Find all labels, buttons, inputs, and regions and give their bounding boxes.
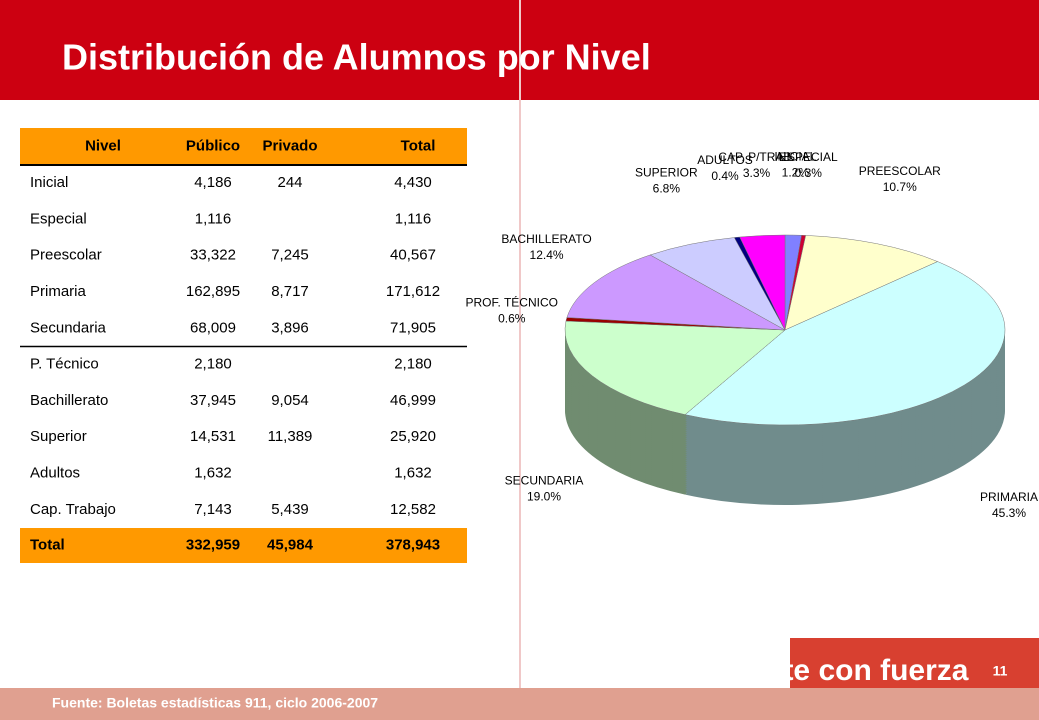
table-cell: 5,439 <box>271 501 309 518</box>
table-cell: Preescolar <box>30 247 102 264</box>
table-cell: 4,430 <box>394 174 432 191</box>
table-cell: 7,245 <box>271 247 309 264</box>
table-cell: 37,945 <box>190 392 236 409</box>
pie-label: ADULTOS <box>697 153 753 167</box>
column-header: Nivel <box>85 137 121 154</box>
table-cell: Secundaria <box>30 319 107 336</box>
pie-value-label: 19.0% <box>527 490 561 504</box>
pie-slice <box>566 254 786 331</box>
table-cell: 244 <box>277 174 302 191</box>
table-cell: 2,180 <box>194 356 232 373</box>
table-cell: 162,895 <box>186 283 240 300</box>
table-cell: 1,632 <box>194 465 232 482</box>
pie-label: ESPECIAL <box>779 150 838 164</box>
table-cell: 171,612 <box>386 283 440 300</box>
pie-label: PRIMARIA <box>980 490 1038 504</box>
table-cell: Superior <box>30 428 87 445</box>
table-cell: Bachillerato <box>30 392 108 409</box>
table-total-bg <box>20 528 467 563</box>
column-header: Privado <box>262 137 317 154</box>
total-cell: 378,943 <box>386 536 440 553</box>
total-cell: 332,959 <box>186 536 240 553</box>
pie-label: BACHILLERATO <box>501 232 591 246</box>
total-cell: Total <box>30 536 65 553</box>
column-header: Total <box>401 137 436 154</box>
table-cell: 1,116 <box>195 210 231 227</box>
table: Nivel Público Privado Total Inicial 4,186 244 4… <box>20 128 467 563</box>
pie-value-label: 0.6% <box>498 312 526 326</box>
table-cell: 4,186 <box>194 174 232 191</box>
pie-value-label: 1.2% <box>782 165 810 179</box>
table-cell: 1,116 <box>395 210 431 227</box>
table-cell: 25,920 <box>390 428 436 445</box>
table-cell: Inicial <box>30 174 68 191</box>
table-cell: 14,531 <box>190 428 236 445</box>
table-cell: Cap. Trabajo <box>30 501 116 518</box>
table-cell: Adultos <box>30 465 80 482</box>
pie-slice <box>684 261 1006 426</box>
table-cell: Especial <box>30 210 87 227</box>
pie-label: CAP. P/TRAB. <box>718 150 794 164</box>
table-cell: 12,582 <box>390 501 436 518</box>
column-header: Público <box>186 137 240 154</box>
table-cell: 1,632 <box>394 465 432 482</box>
pie-slice <box>784 235 939 331</box>
table-cell: 40,567 <box>390 247 436 264</box>
pie-label: PROF. TÉCNICO <box>466 295 558 310</box>
total-cell: 45,984 <box>267 536 314 553</box>
pie-label: SECUNDARIA <box>505 474 584 488</box>
pie-value-label: 12.4% <box>530 248 564 262</box>
table-cell: 3,896 <box>271 319 309 336</box>
table-cell: 7,143 <box>194 501 232 518</box>
pie-value-label: 3.3% <box>743 166 771 180</box>
pie-chart: INICIAL 1.2%ESPECIAL 0.3% PREESCOLAR 10.7% PR… <box>466 149 1038 520</box>
pie-slice <box>564 320 786 415</box>
pie-slice <box>739 234 786 331</box>
table-cell: 68,009 <box>190 319 236 336</box>
table-header-bg <box>20 128 467 165</box>
table-cell: Primaria <box>30 283 86 300</box>
source: Fuente: Boletas estadísticas 911, ciclo … <box>52 695 378 711</box>
pie-label: PREESCOLAR <box>859 164 941 178</box>
page-number: 11 <box>993 663 1008 679</box>
footer-band <box>790 638 1039 688</box>
table-cell: 71,905 <box>390 319 436 336</box>
slogan: Veracruz late con fuerza <box>625 654 969 687</box>
footer-strip <box>0 688 1039 720</box>
table-cell: 8,717 <box>271 283 309 300</box>
table-cell: 2,180 <box>394 356 432 373</box>
pie-label: SUPERIOR <box>635 165 698 179</box>
pie-value-label: 10.7% <box>883 180 917 194</box>
pie-label: INICIAL <box>774 149 816 163</box>
pie-value-label: 0.3% <box>795 166 823 180</box>
slide-title: Distribución de Alumnos por Nivel <box>62 37 651 78</box>
table-cell: 33,322 <box>190 247 236 264</box>
pie-value-label: 45.3% <box>992 506 1026 520</box>
table-cell: 46,999 <box>390 392 436 409</box>
table-cell: 9,054 <box>271 392 309 409</box>
table-cell: 11,389 <box>268 428 313 445</box>
table-cell: P. Técnico <box>30 356 99 373</box>
pie-value-label: 0.4% <box>711 169 739 183</box>
pie-value-label: 6.8% <box>653 181 681 195</box>
